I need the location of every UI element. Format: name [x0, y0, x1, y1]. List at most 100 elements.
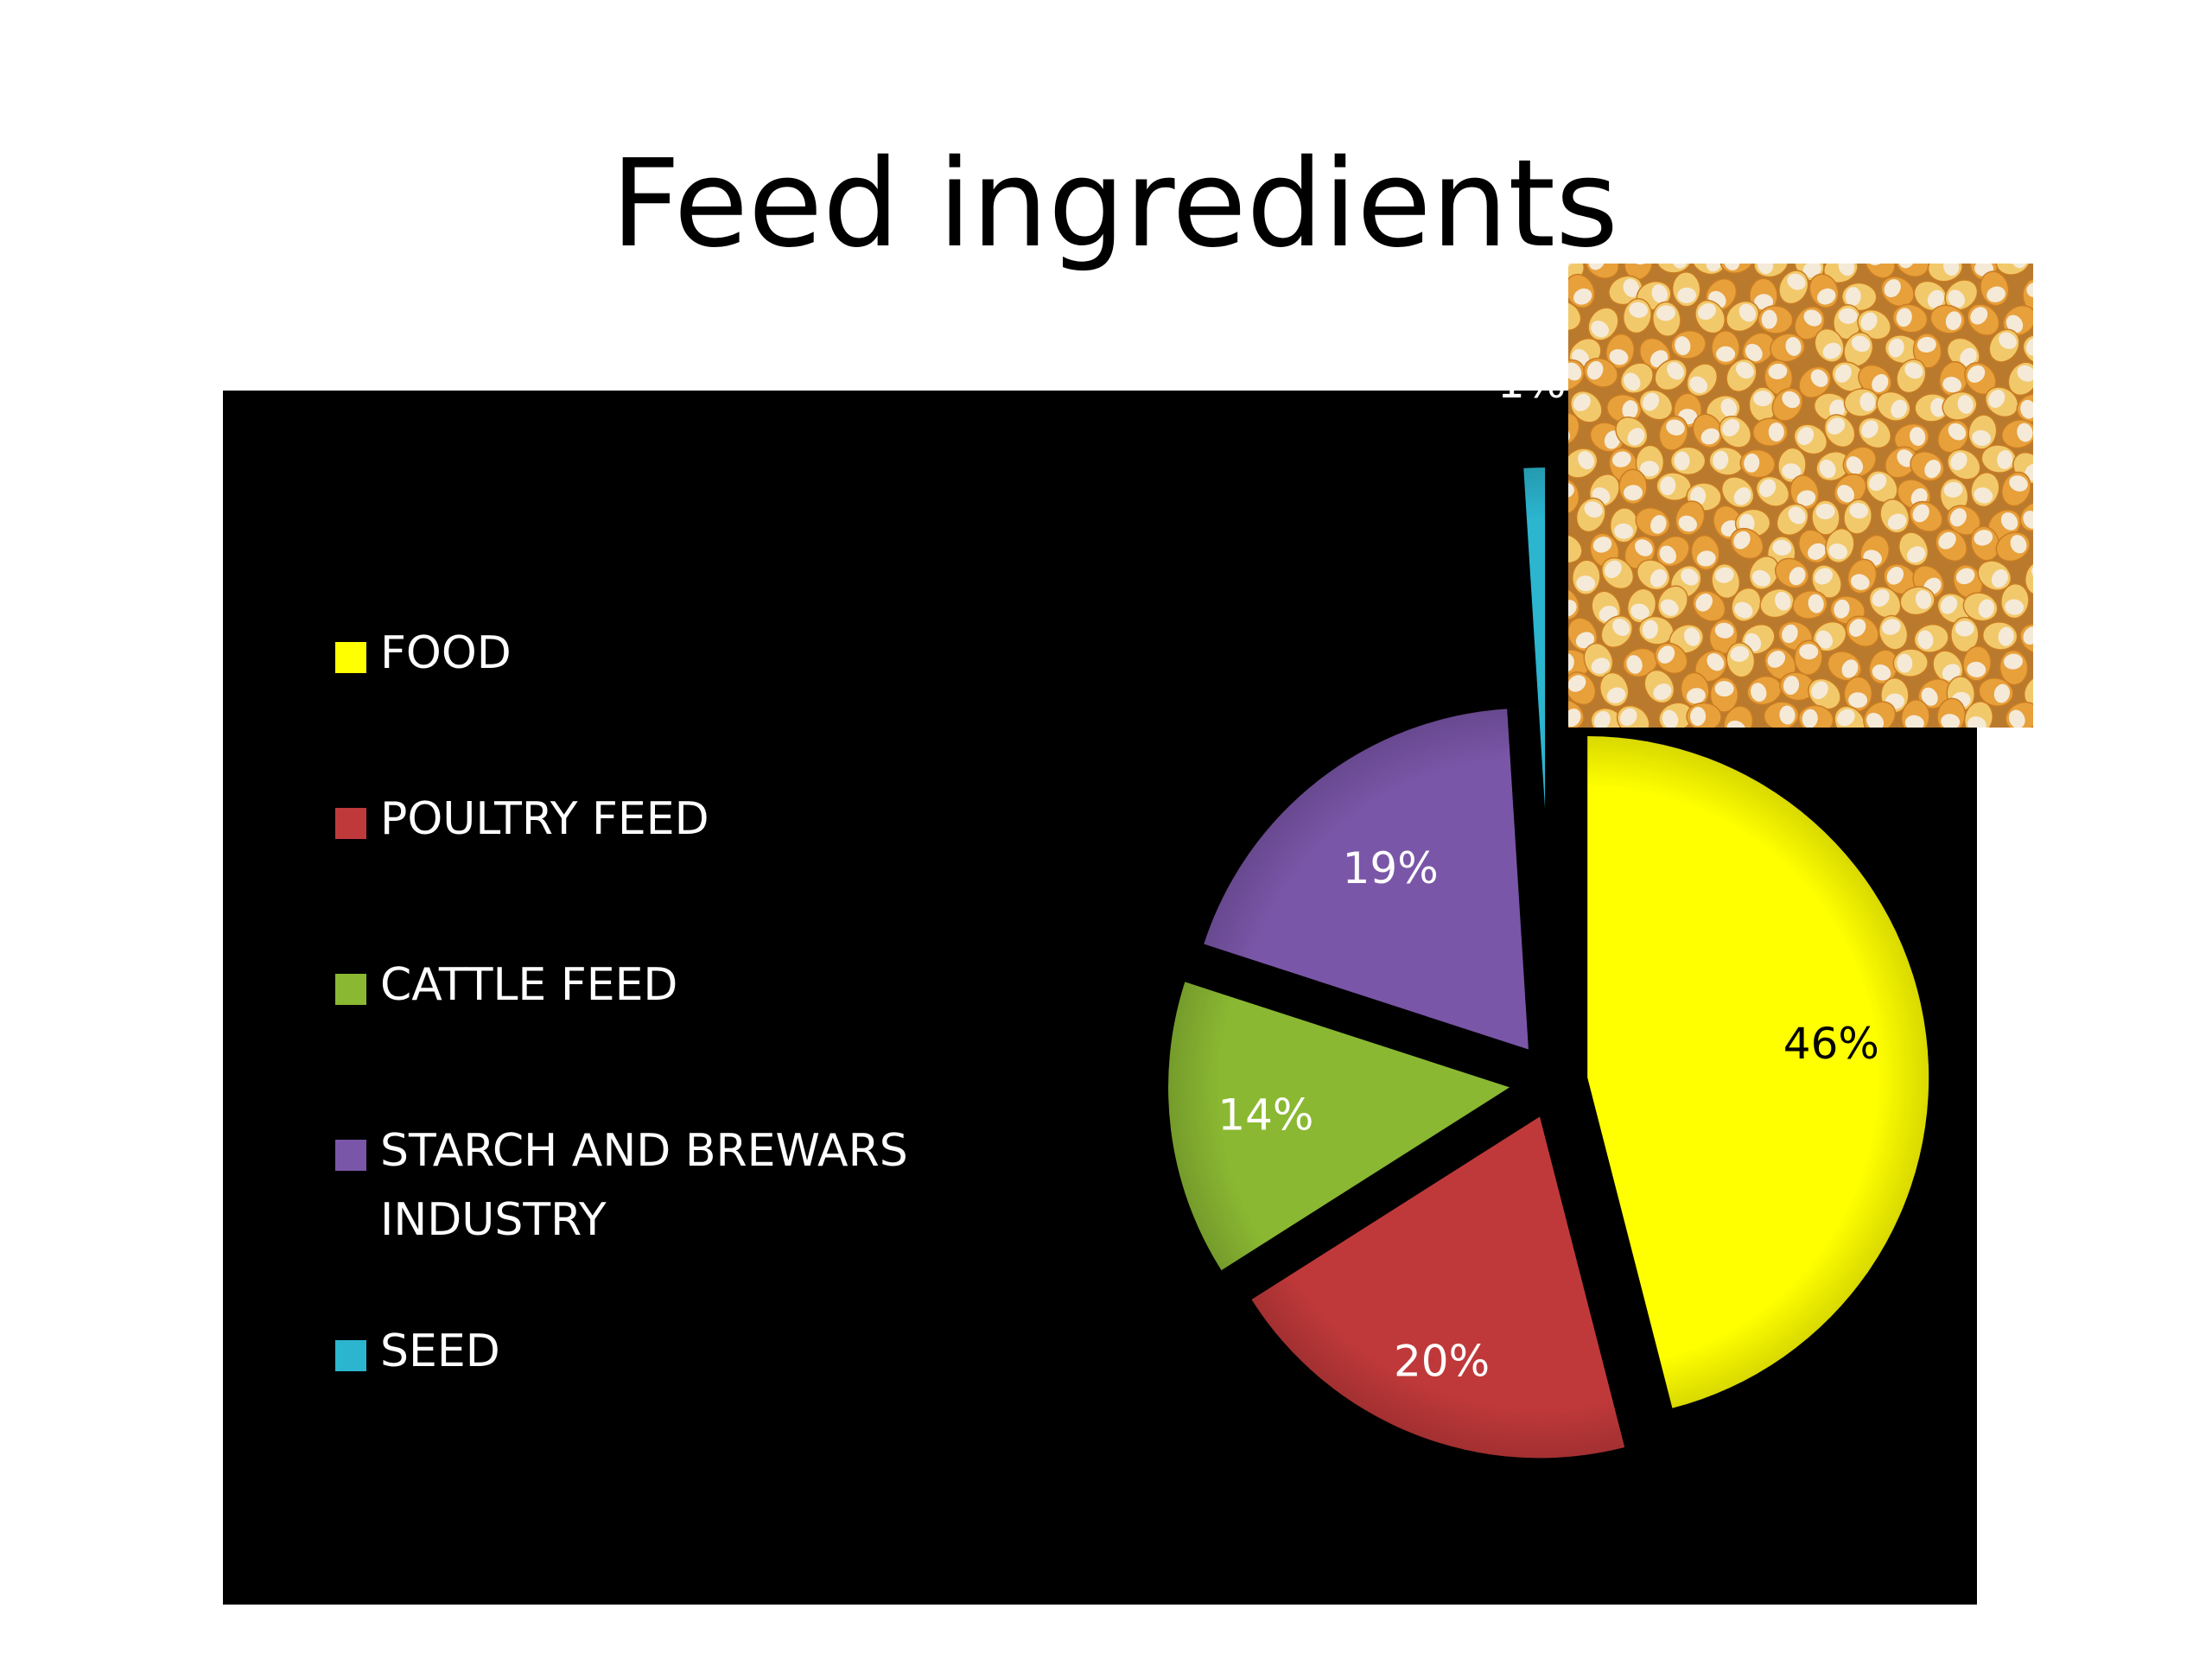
- corn-kernel: [1962, 592, 1999, 622]
- corn-kernel: [1638, 389, 1674, 421]
- corn-kernel: [1843, 388, 1880, 417]
- corn-kernel: [2005, 701, 2033, 728]
- corn-kernel: [1656, 535, 1690, 568]
- corn-kernel: [1845, 615, 1879, 647]
- corn-kernel: [1656, 472, 1692, 501]
- corn-kernel: [2016, 392, 2033, 423]
- corn-kernel: [1731, 587, 1762, 622]
- corn-kernel: [1842, 446, 1877, 478]
- corn-kernel: [1964, 362, 1997, 395]
- corn-kernel: [2022, 334, 2033, 365]
- corn-kernel: [2019, 623, 2033, 655]
- corn-kernel: [1669, 446, 1707, 476]
- corn-kernel: [1793, 423, 1828, 455]
- corn-kernel: [1858, 416, 1892, 449]
- corn-kernel: [1893, 423, 1929, 453]
- corn-kernel: [1626, 588, 1657, 624]
- corn-kernel: [1709, 677, 1739, 713]
- corn-kernel: [1568, 671, 1597, 706]
- corn-kernel: [1752, 417, 1789, 447]
- corn-kernel: [1995, 264, 2031, 276]
- corn-kernel: [1720, 476, 1755, 509]
- corn-kernel: [1686, 702, 1722, 728]
- corn-kernel: [1568, 533, 1583, 564]
- corn-kernel: [1963, 701, 1993, 728]
- corn-kernel: [1946, 337, 1980, 370]
- corn-kernel: [1694, 650, 1728, 683]
- corn-kernel: [1583, 357, 1618, 388]
- corn-kernel: [1834, 473, 1867, 506]
- corn-kernel: [1843, 332, 1874, 367]
- corn-kernel: [1858, 364, 1892, 396]
- corn-kernel: [1885, 446, 1918, 479]
- corn-kernel: [1771, 387, 1803, 422]
- corn-kernel: [1719, 264, 1755, 274]
- corn-kernel: [1680, 671, 1710, 709]
- slide-title: Feed ingredients: [610, 134, 1619, 275]
- corn-kernel: [1601, 556, 1635, 590]
- corn-kernel: [1757, 305, 1794, 334]
- corn-kernel: [1636, 559, 1671, 591]
- corn-kernel: [1708, 446, 1745, 476]
- corn-kernel: [1600, 615, 1634, 648]
- corn-kernel: [1935, 528, 1967, 562]
- corn-kernel: [1568, 478, 1580, 515]
- corn-kernel: [1899, 586, 1936, 616]
- corn-kernel: [1884, 334, 1920, 365]
- corn-kernels-photo: [1568, 264, 2033, 728]
- corn-kernel: [1857, 308, 1891, 340]
- corn-kernel: [1840, 282, 1878, 312]
- legend-swatch-seed: [335, 1340, 366, 1371]
- corn-kernel: [1587, 307, 1619, 341]
- corn-kernel: [1740, 623, 1776, 655]
- corn-kernel: [1988, 328, 2020, 363]
- corn-kernel: [1910, 451, 1945, 482]
- legend-label-seed: SEED: [380, 1325, 500, 1377]
- corn-kernel: [1686, 363, 1719, 397]
- corn-kernel: [2022, 277, 2033, 315]
- pie-slice-starch: [1204, 709, 1529, 1050]
- corn-kernel: [1868, 649, 1899, 685]
- corn-kernel: [1798, 365, 1832, 399]
- data-label-starch: 19%: [1343, 843, 1439, 893]
- corn-kernel: [1876, 391, 1911, 422]
- corn-kernel: [2001, 419, 2033, 449]
- corn-kernel: [1932, 650, 1964, 684]
- pie-slice-food: [1587, 736, 1929, 1408]
- corn-kernel: [1970, 472, 2000, 508]
- corn-kernel: [1568, 448, 1599, 479]
- corn-kernel: [1568, 359, 1586, 391]
- data-label-food: 46%: [1783, 1019, 1879, 1069]
- corn-kernel: [1763, 701, 1800, 728]
- corn-kernel: [1726, 642, 1756, 678]
- corn-kernel: [1609, 507, 1639, 543]
- corn-kernel: [1808, 273, 1840, 308]
- corn-kernel: [1825, 528, 1855, 563]
- corn-kernel: [1792, 589, 1828, 620]
- corn-kernel: [1866, 470, 1898, 504]
- corn-kernel: [1746, 675, 1783, 706]
- corn-kernel: [2024, 560, 2033, 596]
- corn-kernel: [1980, 444, 2017, 474]
- corn-kernel: [1568, 617, 1598, 652]
- corn-kernel: [1658, 415, 1688, 451]
- corn-kernel: [1798, 529, 1829, 564]
- corn-kernel: [1823, 414, 1856, 448]
- corn-kernel: [1942, 391, 1978, 421]
- corn-kernel: [1913, 623, 1949, 653]
- corn-kernel: [1726, 358, 1758, 392]
- corn-kernel: [1568, 587, 1580, 620]
- corn-kernel: [1730, 527, 1764, 560]
- corn-kernel: [1779, 671, 1815, 702]
- pie-chart: 46% 20% 14% 19% 1%: [1168, 391, 1929, 1459]
- corn-kernel: [1748, 556, 1780, 590]
- corn-kernel: [1568, 412, 1580, 447]
- corn-kernel: [2019, 500, 2033, 532]
- pie-slice-poultry-feed: [1251, 1116, 1625, 1459]
- corn-kernel: [1936, 697, 1967, 728]
- corn-kernel: [1711, 563, 1741, 600]
- corn-kernel: [1575, 497, 1606, 533]
- legend-label-cattle-feed: CATTLE FEED: [380, 959, 678, 1011]
- corn-kernel: [1670, 330, 1707, 359]
- corn-kernel: [1843, 499, 1872, 535]
